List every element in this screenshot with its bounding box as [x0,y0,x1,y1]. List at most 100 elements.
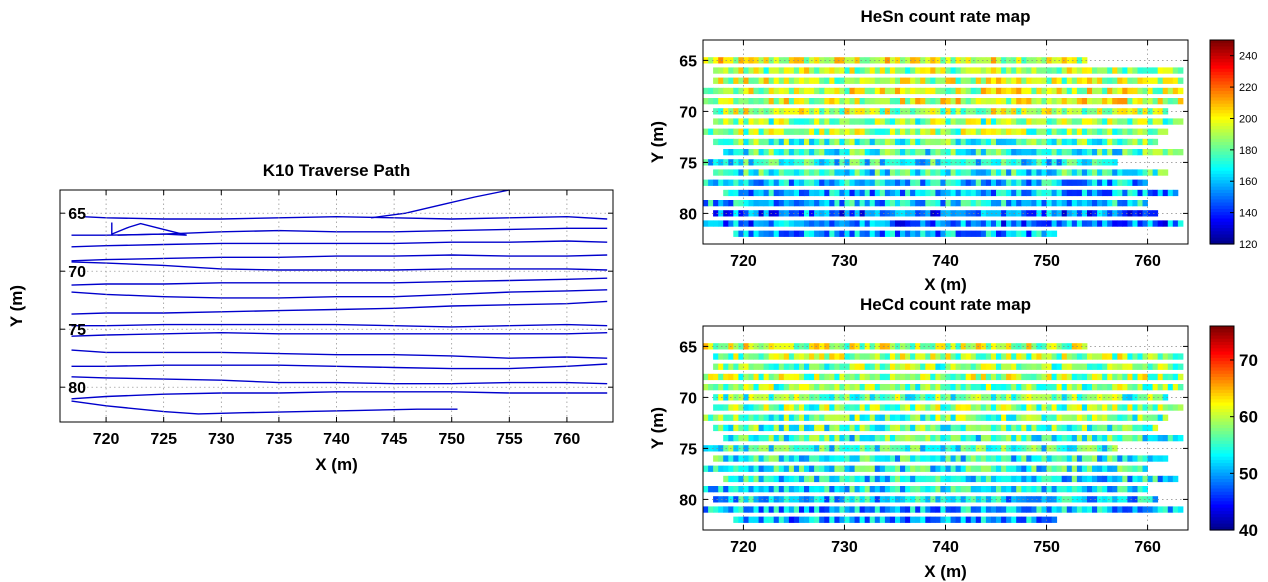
hecd-heatmap-cell [788,363,795,370]
hesn-colorbar-band [1210,237,1234,242]
hesn-heatmap-cell [809,77,815,84]
hesn-heatmap-cell [1001,87,1007,95]
hesn-heatmap-cell [1081,57,1088,64]
hesn-heatmap-cell [839,159,845,166]
hecd-heatmap-cell [945,465,951,472]
hecd-heatmap-cell [1061,363,1068,370]
hesn-heatmap-cell [869,118,876,125]
hecd-heatmap-cell [1041,475,1047,483]
hecd-colorbar-band [1210,421,1234,426]
hecd-colorbar-band [1210,514,1234,518]
hesn-heatmap-cell [874,210,881,217]
hesn-heatmap-cell [1157,67,1164,74]
hecd-heatmap-cell [940,455,946,462]
hecd-heatmap-cell [970,465,977,472]
hecd-heatmap-cell [884,486,891,493]
hecd-heatmap-cell [1152,373,1159,381]
hecd-heatmap-cell [1097,506,1103,513]
hecd-heatmap-cell [733,435,739,442]
hecd-heatmap-cell [748,373,754,381]
hesn-heatmap-cell [1142,98,1148,105]
hesn-heatmap-cell [758,108,765,115]
hecd-heatmap-cell [753,414,759,421]
hesn-heatmap-cell [935,138,941,146]
hesn-heatmap-cell [950,87,957,95]
hecd-heatmap-cell [1157,414,1164,421]
hecd-heatmap-cell [743,455,749,462]
hesn-heatmap-cell [723,169,729,176]
hesn-heatmap-cell [859,220,866,227]
hesn-heatmap-cell [733,200,739,207]
hecd-heatmap-cell [753,394,759,401]
hesn-heatmap-cell [854,98,861,105]
hecd-heatmap-cell [945,516,951,523]
hecd-heatmap-cell [758,363,765,370]
hecd-heatmap-cell [1127,373,1133,381]
hesn-heatmap-cell [743,118,749,125]
hesn-heatmap-cell [743,149,749,156]
hecd-heatmap-cell [1152,475,1159,483]
hecd-heatmap-cell [1081,475,1088,483]
hecd-heatmap-cell [1056,486,1063,493]
hecd-heatmap-cell [1011,435,1017,442]
hecd-heatmap-cell [864,424,871,432]
hesn-colorbar-band [1210,135,1234,140]
hecd-heatmap-cell [900,486,906,493]
hesn-heatmap-cell [874,67,881,74]
hecd-heatmap-cell [996,455,1002,462]
hesn-heatmap-cell [915,179,921,186]
hesn-heatmap-cell [900,210,906,217]
hesn-heatmap-cell [1031,128,1037,135]
hecd-heatmap-cell [1127,486,1133,493]
hecd-heatmap-cell [733,414,739,421]
hesn-heatmap-cell [834,179,840,186]
hecd-heatmap-cell [809,363,815,370]
hecd-heatmap-cell [1102,384,1108,391]
hecd-heatmap-cell [1127,435,1133,442]
hecd-heatmap-cell [950,465,957,472]
hesn-heatmap-cell [763,98,770,105]
hesn-heatmap-cell [1112,149,1118,156]
hesn-heatmap-cell [824,108,830,115]
hecd-heatmap-cell [1061,506,1068,513]
hesn-heatmap-cell [788,149,795,156]
hecd-heatmap-cell [804,363,810,370]
hesn-heatmap-cell [839,67,845,74]
hesn-heatmap-cell [874,138,881,146]
hesn-heatmap-cell [1036,108,1042,115]
hesn-heatmap-cell [1102,138,1108,146]
hecd-heatmap-cell [1046,496,1052,503]
hesn-heatmap-cell [1076,179,1083,186]
hesn-heatmap-cell [748,57,754,64]
hecd-heatmap-cell [920,445,926,452]
hesn-heatmap-cell [920,57,926,64]
hecd-heatmap-cell [975,353,982,360]
hesn-heatmap-cell [879,77,886,84]
hesn-heatmap-cell [1147,149,1154,156]
hesn-heatmap-cell [1172,118,1179,125]
traverse-x-tick-label: 720 [93,431,120,448]
hecd-heatmap-cell [960,343,967,350]
hecd-heatmap-cell [1152,435,1159,442]
hesn-heatmap-cell [768,77,775,84]
hecd-heatmap-cell [829,435,835,442]
hecd-heatmap-cell [733,363,739,370]
hecd-heatmap-cell [1142,384,1148,391]
hesn-heatmap-cell [895,118,901,125]
hecd-heatmap-cell [799,394,805,401]
hesn-heatmap-cell [859,230,866,237]
hecd-heatmap-cell [1081,373,1088,381]
hecd-heatmap-cell [799,455,805,462]
hecd-heatmap-cell [1081,353,1088,360]
hesn-heatmap-cell [920,108,926,115]
hesn-heatmap-cell [1137,67,1143,74]
hecd-heatmap-cell [713,373,719,381]
hesn-heatmap-cell [733,230,739,237]
hecd-colorbar-band [1210,434,1234,439]
hesn-heatmap-cell [829,189,835,197]
hesn-heatmap-cell [1081,67,1088,74]
hecd-heatmap-cell [1107,455,1113,462]
hesn-heatmap-cell [945,210,951,217]
hesn-heatmap-cell [975,77,982,84]
hecd-heatmap-cell [859,363,866,370]
